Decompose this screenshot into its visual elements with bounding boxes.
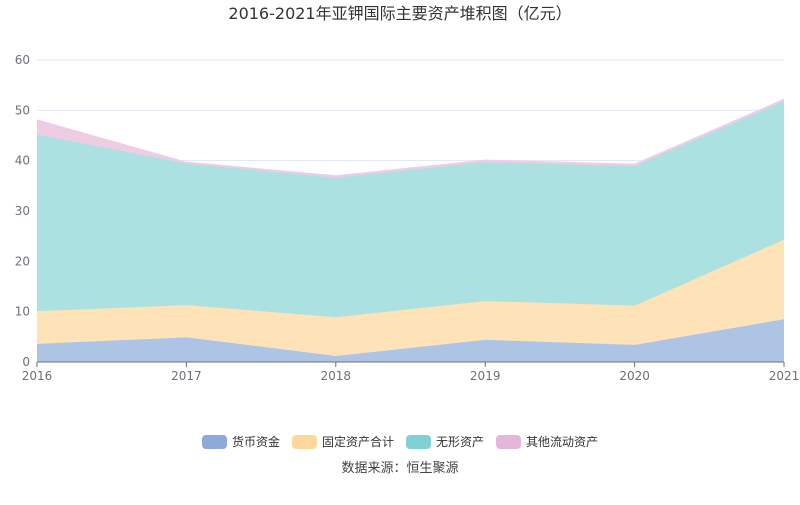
area-line-固定资产合计 — [36, 239, 785, 318]
legend-label: 货币资金 — [232, 434, 280, 449]
legend-swatch — [496, 435, 521, 449]
x-tick-label: 2018 — [321, 369, 352, 383]
area-无形资产 — [37, 101, 784, 318]
legend-swatch — [292, 435, 317, 449]
legend-label: 其他流动资产 — [526, 435, 598, 449]
area-line-其他流动资产 — [36, 98, 785, 177]
x-tick-label: 2017 — [171, 369, 202, 383]
x-tick-label: 2016 — [22, 369, 53, 383]
x-tick-label: 2021 — [769, 369, 800, 383]
y-tick-label: 60 — [15, 53, 30, 67]
chart-title: 2016-2021年亚钾国际主要资产堆积图（亿元） — [228, 4, 571, 23]
y-tick-label: 50 — [15, 103, 30, 117]
y-tick-label: 0 — [22, 355, 30, 369]
legend: 货币资金 固定资产合计 无形资产 其他流动资产 — [202, 434, 598, 449]
y-tick-label: 30 — [15, 204, 30, 218]
x-tick-label: 2019 — [470, 369, 501, 383]
axes: 2016 2017 2018 2019 2020 2021 — [22, 361, 800, 383]
legend-label: 固定资产合计 — [322, 434, 394, 449]
area-固定资产合计 — [37, 239, 784, 356]
source-note: 数据来源：恒生聚源 — [341, 461, 458, 476]
legend-swatch — [406, 435, 431, 449]
legend-label: 无形资产 — [436, 435, 484, 449]
y-tick-label: 20 — [15, 254, 30, 268]
legend-swatch — [202, 435, 227, 449]
area-货币资金 — [37, 319, 784, 362]
y-tick-label: 40 — [15, 154, 30, 168]
series-areas — [36, 98, 785, 362]
y-tick-label: 10 — [15, 305, 30, 319]
x-tick-label: 2020 — [619, 369, 650, 383]
